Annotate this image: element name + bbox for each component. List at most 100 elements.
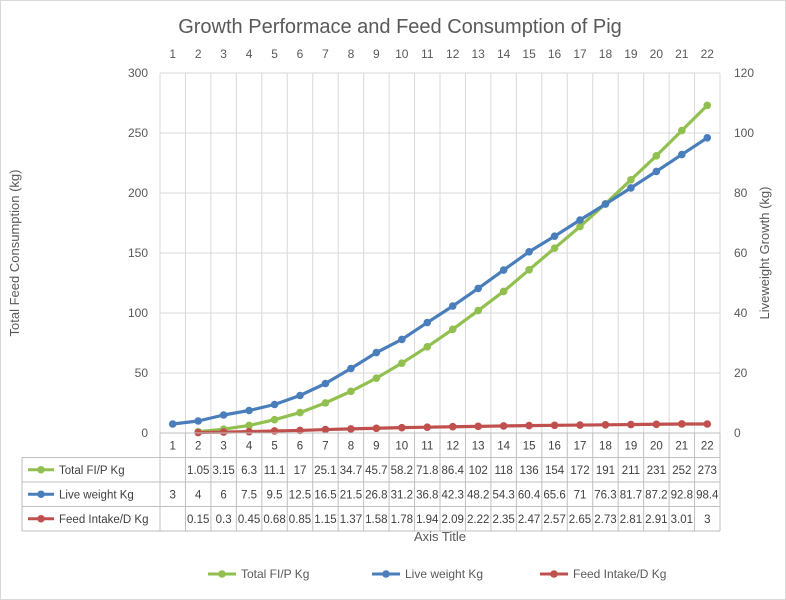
- data-point: [423, 318, 432, 327]
- y2-tick-label: 120: [734, 66, 754, 80]
- table-value: 0.85: [289, 514, 311, 526]
- table-value: 71.8: [416, 465, 438, 477]
- table-value: 6.3: [241, 465, 257, 477]
- data-point: [296, 426, 304, 435]
- data-point: [270, 427, 279, 435]
- table-value: 191: [596, 465, 615, 477]
- table-value: 45.7: [365, 465, 387, 477]
- table-value: 26.8: [365, 489, 387, 501]
- chart-title: Growth Performace and Feed Consumption o…: [178, 16, 622, 38]
- table-value: 3: [170, 489, 176, 501]
- data-point: [347, 425, 355, 433]
- table-value: 2.65: [569, 514, 591, 526]
- table-value: 86.4: [442, 465, 465, 477]
- table-value: 3: [704, 514, 710, 526]
- table-category: 9: [373, 440, 379, 452]
- x-tick-label-top: 19: [624, 47, 638, 61]
- x-tick-label-top: 15: [522, 47, 536, 61]
- data-point: [576, 222, 584, 231]
- table-value: 42.3: [442, 489, 464, 501]
- table-value: 1.78: [391, 514, 413, 526]
- table-value: 65.6: [543, 489, 565, 501]
- x-tick-label-top: 17: [573, 47, 587, 61]
- data-point: [219, 411, 228, 419]
- data-point: [474, 284, 482, 293]
- plot-area: [168, 101, 712, 437]
- y2-tick-label: 60: [734, 246, 748, 260]
- table-value: 2.47: [518, 514, 540, 526]
- x-tick-label-top: 4: [246, 47, 253, 61]
- table-value: 1.15: [314, 514, 336, 526]
- table-category: 12: [446, 440, 459, 452]
- table-value: 36.8: [416, 489, 438, 501]
- legend-marker: [550, 570, 558, 578]
- table-value: 92.8: [671, 489, 693, 501]
- table-value: 31.2: [391, 489, 413, 501]
- data-point: [347, 387, 355, 396]
- data-point: [627, 184, 635, 192]
- table-category: 6: [297, 440, 303, 452]
- data-point: [245, 406, 253, 415]
- data-point: [398, 359, 406, 367]
- series-line: [171, 136, 709, 426]
- table-value: 211: [622, 465, 640, 477]
- table-legend-marker: [37, 490, 45, 499]
- table-value: 4: [195, 489, 202, 501]
- data-point: [398, 335, 406, 344]
- table-category: 17: [574, 440, 587, 452]
- data-point: [219, 428, 228, 436]
- data-point: [678, 126, 686, 135]
- table-category: 19: [625, 440, 638, 452]
- x-tick-label-top: 6: [297, 47, 304, 61]
- table-legend-marker: [37, 514, 45, 523]
- data-point: [525, 248, 533, 256]
- x-tick-label-top: 22: [701, 47, 715, 61]
- table-value: 172: [570, 465, 589, 477]
- x-tick-label-top: 7: [322, 47, 329, 61]
- table-value: 87.2: [645, 489, 667, 501]
- x-tick-label-top: 2: [195, 47, 202, 61]
- table-category: 5: [271, 440, 277, 452]
- table-value: 1.05: [187, 465, 209, 477]
- table-value: 71: [574, 489, 587, 501]
- x-tick-label-top: 3: [220, 47, 227, 61]
- table-value: 54.3: [492, 489, 514, 501]
- table-value: 58.2: [391, 465, 413, 477]
- x-tick-label-top: 10: [395, 47, 409, 61]
- data-point: [703, 420, 712, 428]
- x-tick-label-top: 11: [421, 47, 434, 61]
- table-category: 21: [675, 440, 688, 452]
- data-point: [372, 424, 381, 433]
- table-value: 273: [698, 465, 717, 477]
- table-value: 34.7: [340, 465, 362, 477]
- data-point: [245, 421, 253, 430]
- data-point: [398, 423, 406, 432]
- x-tick-label-top: 9: [373, 47, 380, 61]
- data-point: [474, 422, 482, 431]
- data-point: [550, 421, 559, 430]
- data-point: [347, 364, 355, 373]
- table-value: 2.09: [442, 514, 464, 526]
- legend-label: Live weight Kg: [405, 567, 483, 581]
- table-legend-marker: [37, 465, 45, 474]
- y-axis-title: Total Feed Consumption (kg): [7, 170, 22, 337]
- table-category: 13: [472, 440, 485, 452]
- table-category: 14: [497, 440, 510, 452]
- data-point: [652, 167, 661, 176]
- data-point: [296, 391, 304, 400]
- y2-tick-label: 40: [734, 306, 748, 320]
- table-value: 7.5: [241, 489, 257, 501]
- x-tick-label-top: 16: [548, 47, 562, 61]
- table-value: 118: [494, 465, 512, 477]
- table-category: 10: [395, 440, 408, 452]
- data-point: [499, 266, 508, 274]
- data-point: [703, 134, 712, 142]
- table-value: 12.5: [289, 489, 311, 501]
- x-tick-label-top: 1: [169, 47, 176, 61]
- data-point: [270, 415, 279, 424]
- table-series-name: Feed Intake/D Kg: [59, 514, 149, 526]
- y-tick-label: 200: [128, 186, 148, 200]
- table-value: 21.5: [340, 489, 362, 501]
